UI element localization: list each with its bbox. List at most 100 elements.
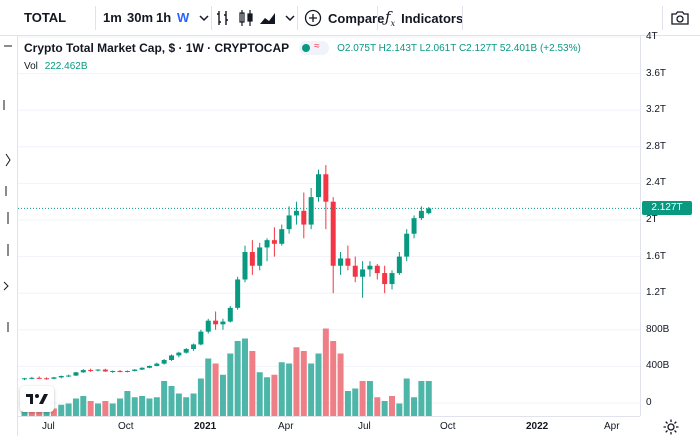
candle-body[interactable] — [191, 344, 197, 350]
candle-body[interactable] — [73, 372, 79, 376]
camera-icon[interactable] — [670, 8, 690, 28]
candle-body[interactable] — [345, 258, 351, 266]
volume-bar — [425, 381, 432, 416]
candle-body[interactable] — [316, 174, 321, 198]
candle-body[interactable] — [242, 252, 248, 280]
candle-body[interactable] — [95, 369, 101, 371]
top-toolbar: TOTAL 1m 30m 1h W Compare ƒx Indicators — [0, 0, 700, 36]
candle-body[interactable] — [257, 247, 263, 266]
volume-bar — [308, 363, 315, 416]
candle-body[interactable] — [154, 363, 160, 366]
candle-body[interactable] — [279, 229, 285, 244]
candle-body[interactable] — [22, 378, 27, 380]
time-tick-label: Jul — [42, 421, 55, 432]
candle-body[interactable] — [323, 174, 329, 202]
drawing-tools-icon[interactable] — [0, 36, 18, 436]
candle-body[interactable] — [169, 355, 174, 360]
price-chart[interactable] — [18, 36, 640, 416]
candles-icon[interactable] — [236, 8, 256, 28]
candle-body[interactable] — [293, 210, 299, 216]
candle-body[interactable] — [220, 321, 226, 325]
candle-body[interactable] — [271, 240, 277, 244]
chart-pane[interactable] — [18, 36, 640, 416]
candle-body[interactable] — [367, 265, 373, 270]
time-tick-label: Apr — [278, 421, 294, 432]
volume-bar — [65, 403, 72, 416]
bar-chart-icon[interactable] — [214, 8, 234, 28]
volume-bar — [43, 408, 50, 416]
interval-1h[interactable]: 1h — [156, 10, 172, 25]
price-tick-label: 2.4T — [646, 177, 667, 189]
candle-body[interactable] — [146, 365, 152, 368]
volume-bar — [124, 391, 131, 416]
interval-1m[interactable]: 1m — [103, 10, 122, 25]
compare-button[interactable]: Compare — [304, 0, 384, 36]
candle-body[interactable] — [66, 375, 72, 377]
candle-body[interactable] — [426, 208, 432, 214]
candle-body[interactable] — [110, 370, 116, 372]
candle-body[interactable] — [124, 370, 130, 372]
price-axis[interactable] — [640, 36, 700, 416]
price-tick-label: 4T — [646, 31, 658, 42]
symbol-search[interactable]: TOTAL — [24, 10, 67, 25]
candle-body[interactable] — [80, 370, 86, 373]
candle-body[interactable] — [418, 210, 424, 219]
candle-body[interactable] — [235, 279, 241, 308]
candle-body[interactable] — [308, 197, 314, 225]
tradingview-logo[interactable] — [20, 386, 54, 412]
settings-gear-icon[interactable] — [662, 418, 680, 436]
price-tick-label: 3.2T — [646, 104, 667, 116]
volume-bar — [197, 378, 204, 416]
candle-body[interactable] — [88, 370, 94, 372]
volume-legend: Vol 222.462B — [24, 61, 88, 72]
candle-body[interactable] — [132, 369, 138, 371]
legend-close: C2.127T — [458, 42, 498, 54]
candle-body[interactable] — [36, 377, 42, 379]
candle-body[interactable] — [389, 273, 395, 285]
candle-body[interactable] — [198, 331, 204, 345]
candle-body[interactable] — [382, 273, 388, 285]
volume-bar — [374, 397, 381, 416]
volume-bar — [278, 362, 285, 416]
indicators-button[interactable]: ƒx Indicators — [385, 0, 463, 36]
candle-body[interactable] — [249, 252, 255, 266]
candle-body[interactable] — [205, 320, 211, 332]
volume-bar — [418, 381, 425, 416]
candle-body[interactable] — [227, 307, 233, 322]
candle-body[interactable] — [44, 378, 50, 380]
time-axis[interactable] — [18, 416, 640, 436]
candle-body[interactable] — [117, 370, 123, 372]
tradingview-logo-icon — [26, 394, 48, 404]
candle-body[interactable] — [330, 201, 336, 266]
candle-body[interactable] — [301, 210, 307, 225]
interval-1w[interactable]: W — [177, 10, 190, 25]
candle-body[interactable] — [352, 265, 358, 277]
volume-bar — [183, 397, 190, 416]
candle-body[interactable] — [139, 367, 145, 370]
chevron-down-icon[interactable] — [194, 8, 214, 28]
interval-30m[interactable]: 30m — [127, 10, 154, 25]
candle-body[interactable] — [338, 258, 344, 266]
candle-body[interactable] — [286, 215, 292, 230]
candle-body[interactable] — [51, 377, 57, 379]
candle-body[interactable] — [360, 269, 366, 277]
candle-body[interactable] — [29, 377, 35, 379]
volume-bar — [389, 396, 395, 416]
candle-body[interactable] — [374, 265, 380, 274]
candle-body[interactable] — [213, 320, 219, 325]
candle-body[interactable] — [102, 369, 108, 372]
chevron-down-icon[interactable] — [280, 8, 300, 28]
candle-body[interactable] — [183, 349, 189, 353]
status-dot-icon — [302, 44, 311, 52]
price-tick-label: 1.6T — [646, 250, 667, 262]
candle-body[interactable] — [404, 233, 410, 257]
candle-body[interactable] — [264, 240, 270, 248]
legend-toggle[interactable]: ≈ — [299, 41, 330, 55]
candle-body[interactable] — [176, 352, 182, 356]
candle-body[interactable] — [58, 376, 64, 378]
candle-body[interactable] — [411, 218, 417, 234]
candle-body[interactable] — [161, 359, 167, 364]
candle-body[interactable] — [396, 256, 402, 274]
area-chart-icon[interactable] — [258, 8, 278, 28]
volume-bar — [396, 403, 403, 416]
